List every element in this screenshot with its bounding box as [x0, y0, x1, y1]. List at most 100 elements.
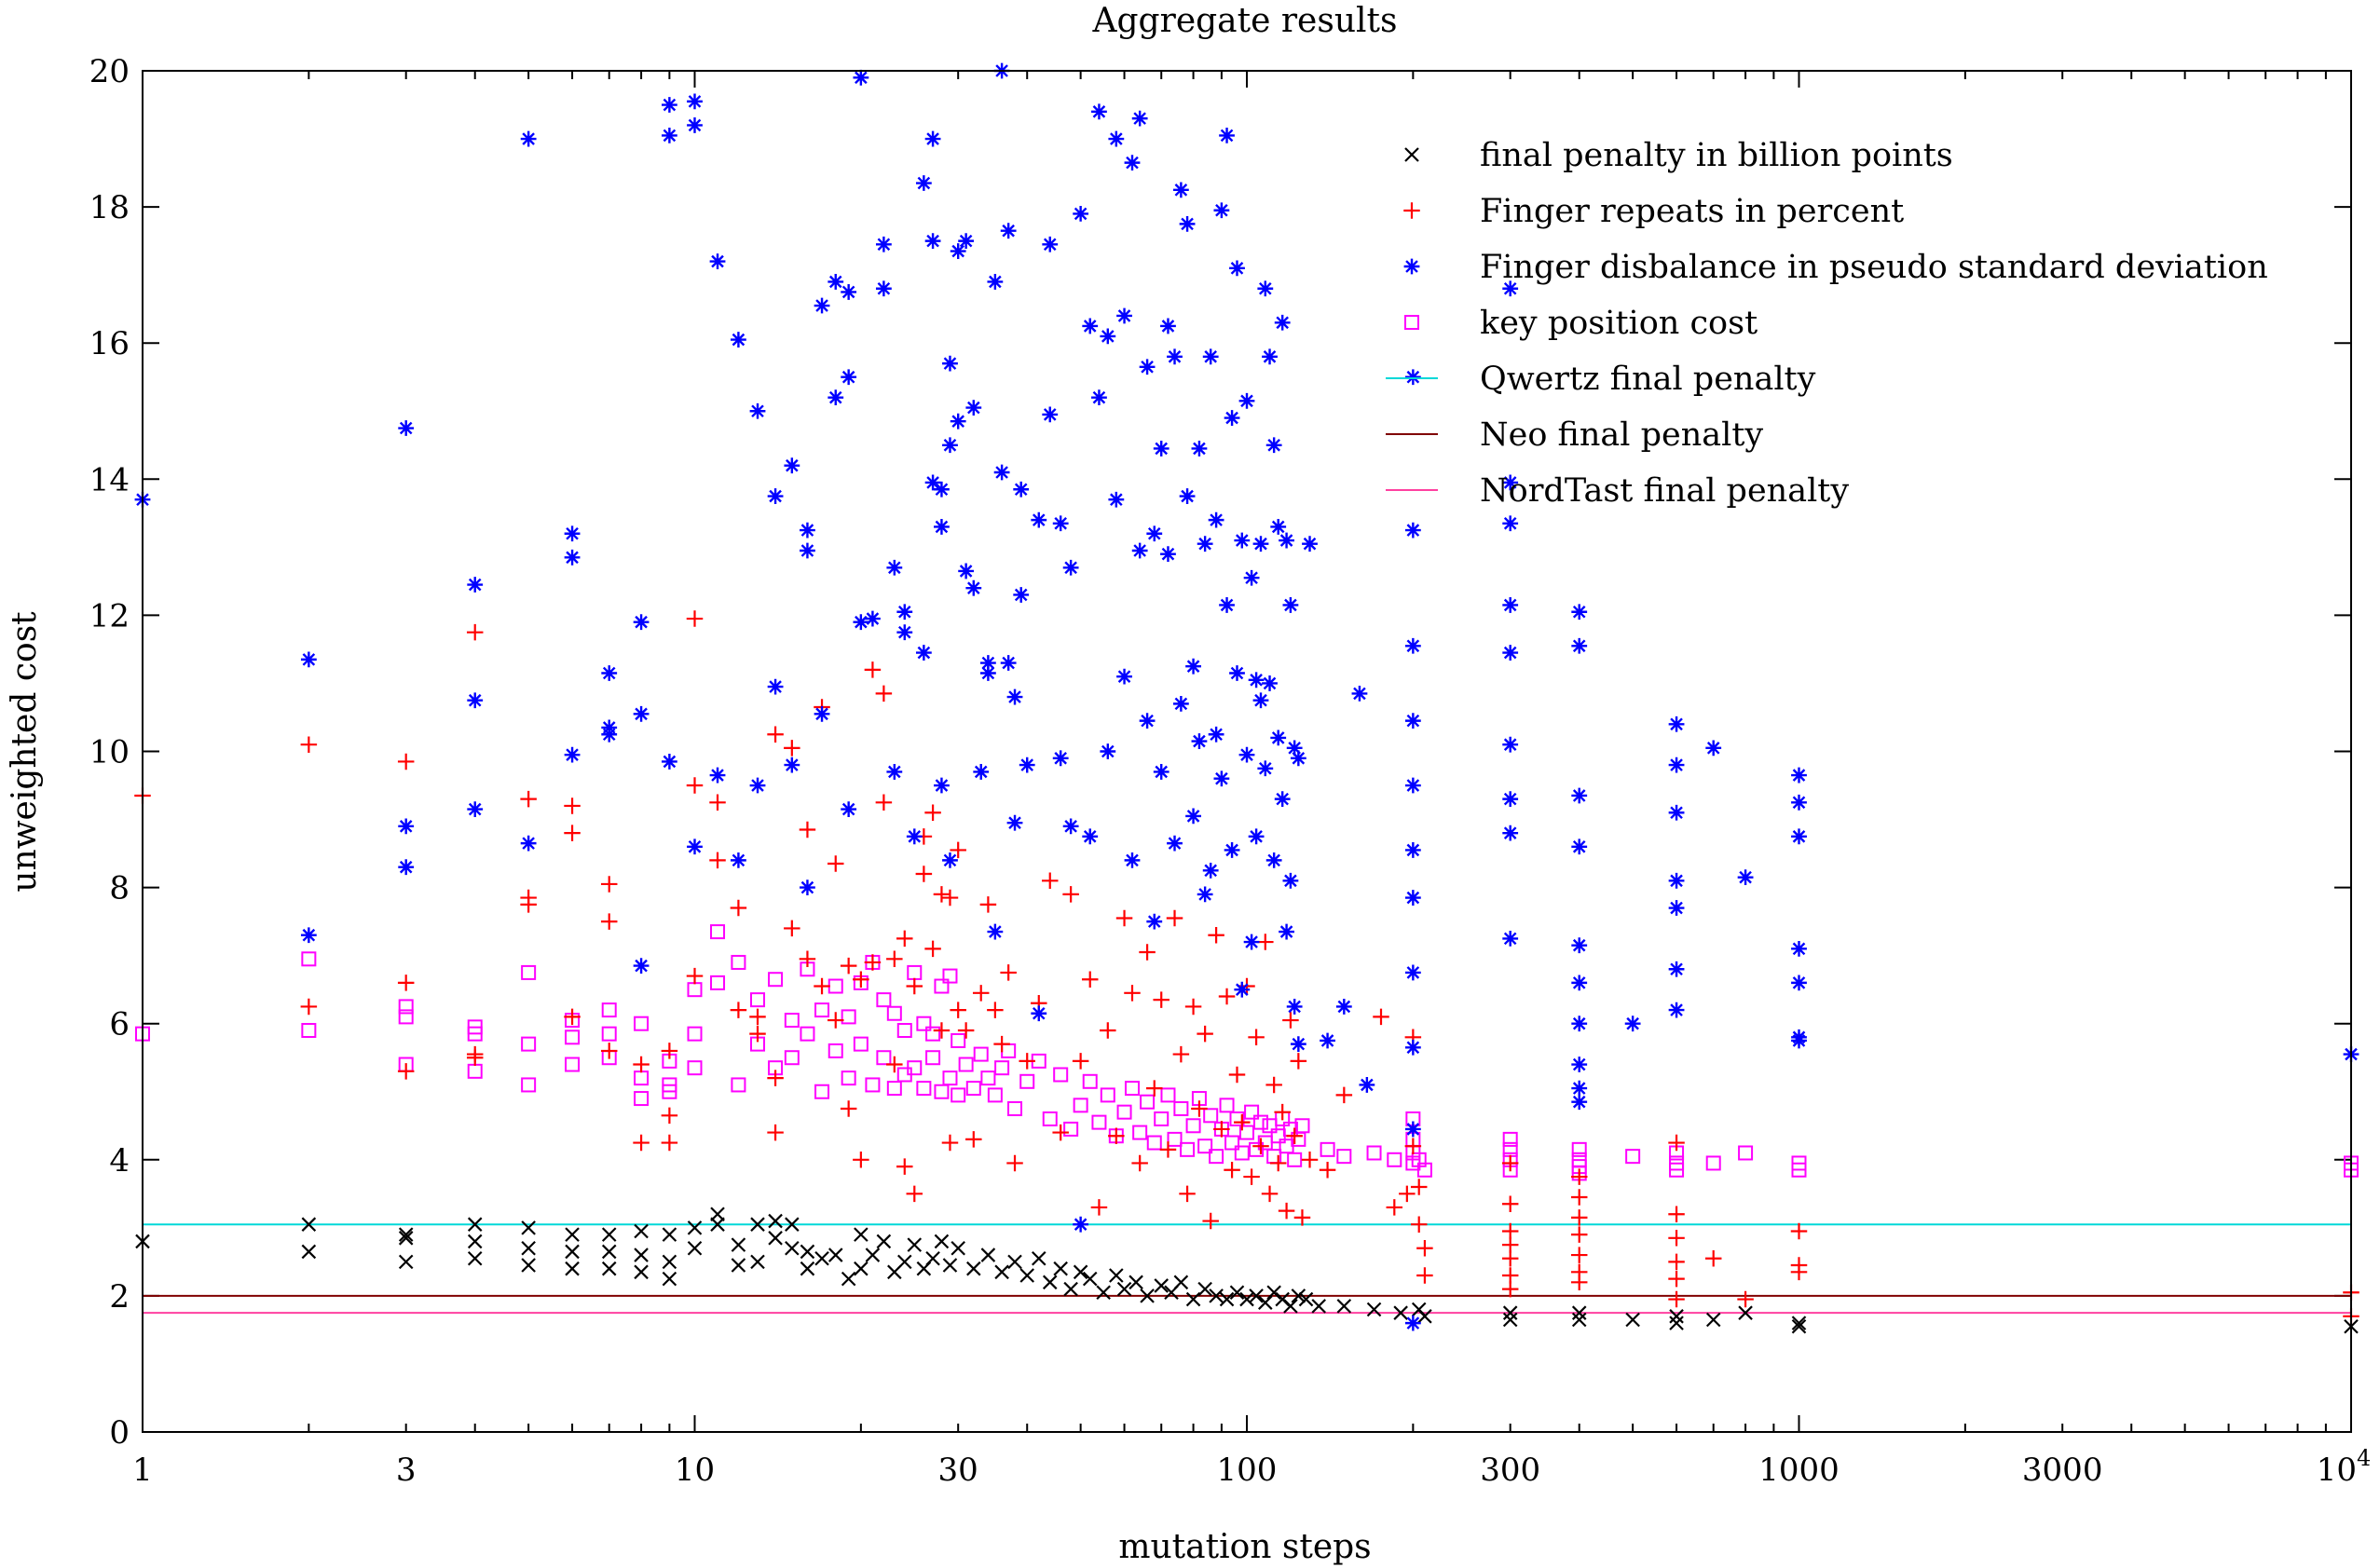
data-point — [1282, 597, 1299, 613]
series-1 — [135, 1207, 2359, 1334]
data-point — [1185, 1118, 1201, 1134]
data-point — [1063, 1121, 1079, 1137]
data-point — [853, 69, 869, 86]
data-point — [1091, 1114, 1107, 1130]
data-point — [1270, 519, 1287, 535]
data-point — [828, 274, 844, 290]
x-tick-label: 3000 — [2022, 1452, 2103, 1489]
data-point — [731, 852, 746, 868]
data-point — [731, 954, 746, 970]
data-point — [1298, 1291, 1314, 1307]
data-point — [814, 1250, 829, 1266]
data-point — [1191, 441, 1208, 457]
data-point — [600, 913, 618, 930]
data-point — [965, 579, 982, 596]
data-point — [1502, 736, 1519, 753]
data-point — [1248, 1029, 1265, 1046]
data-point — [1366, 1145, 1382, 1161]
data-point — [662, 1271, 677, 1287]
data-point — [1257, 760, 1274, 777]
data-point — [907, 1060, 923, 1076]
data-point — [1669, 1316, 1684, 1330]
data-point — [1668, 804, 1685, 821]
data-point — [828, 389, 844, 406]
data-point — [864, 661, 882, 678]
data-point — [785, 1240, 800, 1256]
data-point — [980, 1070, 996, 1086]
data-point — [1019, 757, 1035, 773]
data-point — [784, 1013, 800, 1029]
data-point — [1502, 930, 1519, 947]
data-point — [1501, 1195, 1519, 1213]
data-point — [1229, 1111, 1245, 1126]
data-point — [1146, 1135, 1162, 1151]
data-point — [1668, 961, 1685, 977]
data-point — [854, 1261, 869, 1276]
data-point — [1116, 1104, 1132, 1120]
data-point — [1502, 515, 1519, 532]
data-point — [662, 1254, 677, 1270]
data-point — [634, 1091, 650, 1107]
data-point — [301, 1217, 317, 1232]
data-point — [1286, 999, 1303, 1015]
data-point — [633, 1056, 650, 1073]
data-point — [915, 645, 932, 661]
data-point — [730, 899, 747, 917]
data-point — [1184, 998, 1202, 1016]
data-point — [906, 1185, 923, 1203]
data-point — [785, 1217, 800, 1232]
y-tick-label: 8 — [109, 870, 130, 907]
data-point — [886, 950, 903, 968]
data-point — [906, 977, 923, 995]
data-point — [1501, 1249, 1519, 1267]
data-point — [924, 130, 941, 147]
data-point — [1248, 828, 1265, 845]
data-point — [1124, 852, 1141, 868]
data-point — [1410, 1216, 1428, 1233]
data-point — [661, 1134, 678, 1152]
y-axis-label: unweighted cost — [6, 611, 44, 893]
data-point — [840, 1100, 857, 1117]
y-tick-label: 20 — [89, 53, 130, 90]
x-tick-label: 10 — [675, 1452, 715, 1489]
data-point — [828, 978, 843, 994]
data-point — [1668, 872, 1685, 889]
data-point — [1042, 406, 1059, 423]
data-point — [686, 777, 704, 794]
data-point — [1234, 532, 1251, 549]
data-point — [958, 1057, 974, 1072]
data-point — [1261, 1185, 1279, 1203]
x-tick-label: 104 — [2317, 1445, 2372, 1489]
data-point — [1091, 103, 1107, 120]
data-point — [1624, 1016, 1641, 1032]
data-point — [601, 1261, 617, 1276]
data-point — [950, 413, 966, 429]
data-point — [1197, 886, 1213, 903]
y-tick-label: 0 — [109, 1414, 130, 1452]
data-point — [800, 1261, 815, 1276]
data-point — [1153, 441, 1169, 457]
data-point — [709, 794, 726, 811]
data-point — [942, 852, 958, 868]
data-point — [1278, 1202, 1295, 1220]
data-point — [1197, 1281, 1212, 1297]
data-point — [1100, 1022, 1116, 1039]
data-point — [951, 1087, 966, 1103]
data-point — [1502, 474, 1519, 491]
data-point — [1404, 1315, 1421, 1331]
data-point — [1185, 658, 1201, 675]
data-point — [1243, 569, 1260, 586]
data-point — [1013, 587, 1030, 603]
data-point — [1243, 934, 1260, 950]
data-point — [1244, 1104, 1260, 1120]
data-point — [661, 1043, 678, 1059]
data-point — [521, 1077, 537, 1093]
data-point — [840, 957, 857, 975]
series-3 — [134, 62, 2359, 1331]
data-point — [1096, 1285, 1111, 1301]
series-2 — [134, 610, 2359, 1325]
data-point — [1737, 1290, 1754, 1308]
data-point — [564, 1008, 581, 1026]
data-point — [1404, 890, 1421, 906]
data-point — [1704, 1249, 1722, 1267]
